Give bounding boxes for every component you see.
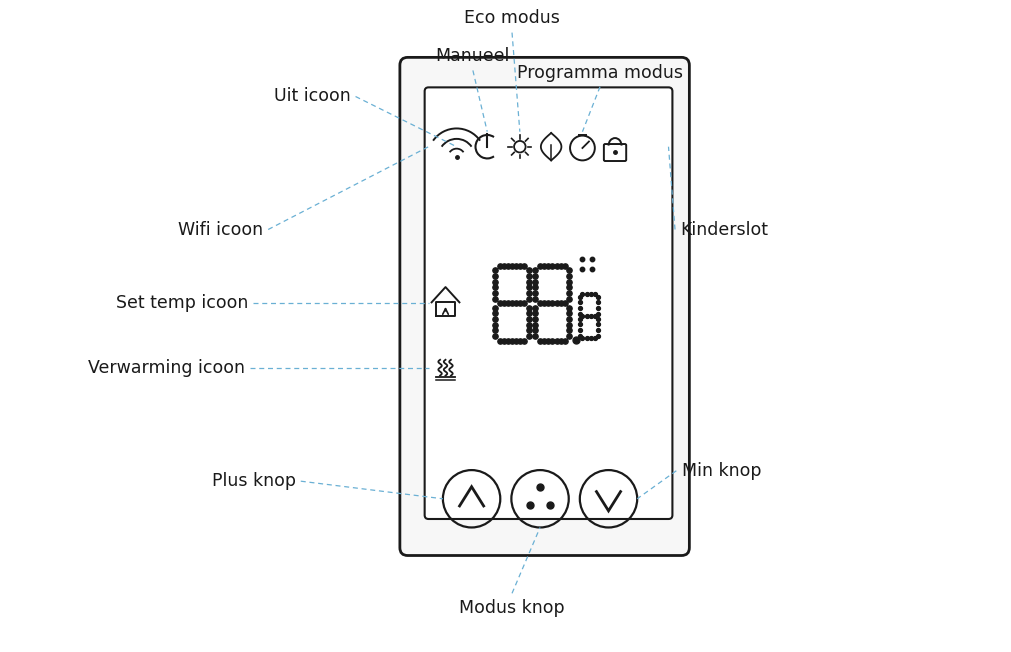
Text: Uit icoon: Uit icoon (274, 87, 351, 106)
Text: Plus knop: Plus knop (211, 472, 295, 490)
FancyBboxPatch shape (400, 57, 690, 556)
Text: Kinderslot: Kinderslot (680, 220, 768, 239)
Text: Min knop: Min knop (681, 462, 761, 480)
Text: Manueel: Manueel (436, 47, 511, 65)
Text: Programma modus: Programma modus (517, 63, 683, 82)
Text: Modus knop: Modus knop (459, 599, 565, 617)
FancyBboxPatch shape (425, 87, 672, 519)
Text: Wifi icoon: Wifi icoon (178, 220, 263, 239)
Text: Verwarming icoon: Verwarming icoon (88, 359, 245, 378)
Text: Eco modus: Eco modus (464, 9, 560, 27)
Text: Set temp icoon: Set temp icoon (115, 294, 248, 312)
